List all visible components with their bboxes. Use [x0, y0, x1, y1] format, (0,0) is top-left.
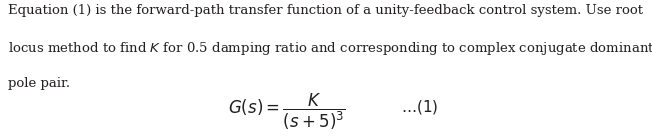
Text: Equation (1) is the forward-path transfer function of a unity-feedback control s: Equation (1) is the forward-path transfe… [8, 4, 643, 17]
Text: locus method to find $K$ for 0.5 damping ratio and corresponding to complex conj: locus method to find $K$ for 0.5 damping… [8, 40, 652, 57]
Text: $\ldots(1)$: $\ldots(1)$ [401, 98, 438, 116]
Text: pole pair.: pole pair. [8, 77, 70, 90]
Text: $G(s) = \dfrac{K}{(s+5)^3}$: $G(s) = \dfrac{K}{(s+5)^3}$ [228, 92, 346, 132]
